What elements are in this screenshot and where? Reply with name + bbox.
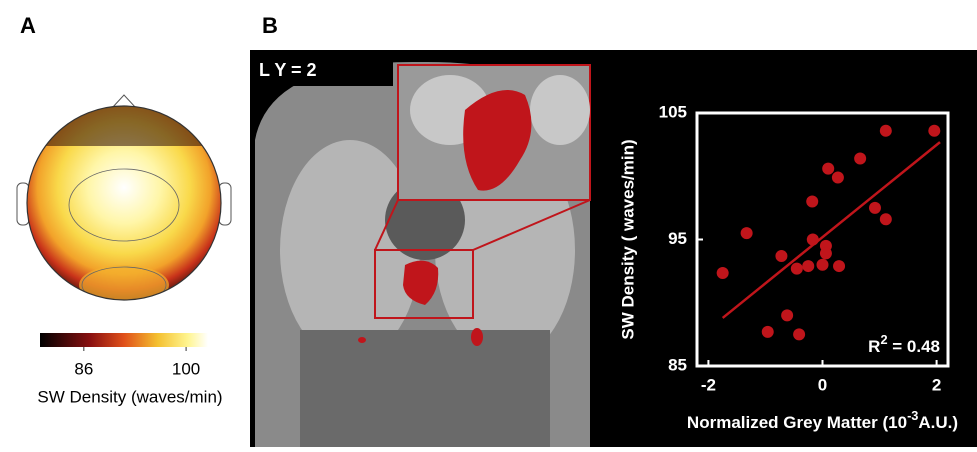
point [781, 309, 794, 322]
annotation-sup: 2 [880, 332, 887, 347]
x-tick-label: -2 [701, 375, 716, 394]
point [833, 260, 846, 273]
x-tick-label: 2 [932, 375, 941, 394]
point [822, 162, 835, 175]
point [831, 171, 844, 184]
brain-image [253, 56, 591, 447]
point [928, 124, 941, 137]
y-tick-label: 105 [659, 102, 687, 121]
colorbar-label: SW Density (waves/min) [37, 387, 222, 406]
x-axis-label-sup: -3 [907, 408, 918, 423]
image-label: L Y = 2 [259, 60, 317, 80]
tick-label: 100 [172, 359, 200, 378]
y-axis-label: SW Density ( waves/min) [618, 139, 637, 339]
point [716, 267, 729, 280]
x-axis-label-base: Normalized Grey Matter (10 [687, 413, 907, 432]
fit-line [721, 141, 941, 319]
point [806, 195, 819, 208]
point [879, 124, 892, 137]
annotation-base: R [868, 337, 880, 356]
point [775, 249, 788, 262]
annotation-rest: = 0.48 [888, 337, 940, 356]
point [854, 152, 867, 165]
point [790, 262, 803, 275]
panel-label: B [262, 13, 278, 38]
point [740, 227, 753, 240]
point [806, 233, 819, 246]
x-tick-label: 0 [818, 375, 827, 394]
x-axis-label: Normalized Grey Matter (10-3A.U.) [687, 408, 958, 432]
topomap [16, 94, 232, 301]
annotation: R2 = 0.48 [868, 332, 940, 356]
point [879, 213, 892, 226]
y-tick-label: 95 [668, 229, 687, 248]
point [868, 201, 881, 214]
y-tick-label: 85 [668, 355, 687, 374]
x-axis-label-rest: A.U.) [918, 413, 958, 432]
point [816, 258, 829, 271]
point [819, 247, 832, 260]
point [793, 328, 806, 341]
tick-label: 86 [74, 359, 93, 378]
panel-label: A [20, 13, 36, 38]
point [761, 325, 774, 338]
point [802, 260, 815, 273]
colorbar [40, 333, 208, 347]
